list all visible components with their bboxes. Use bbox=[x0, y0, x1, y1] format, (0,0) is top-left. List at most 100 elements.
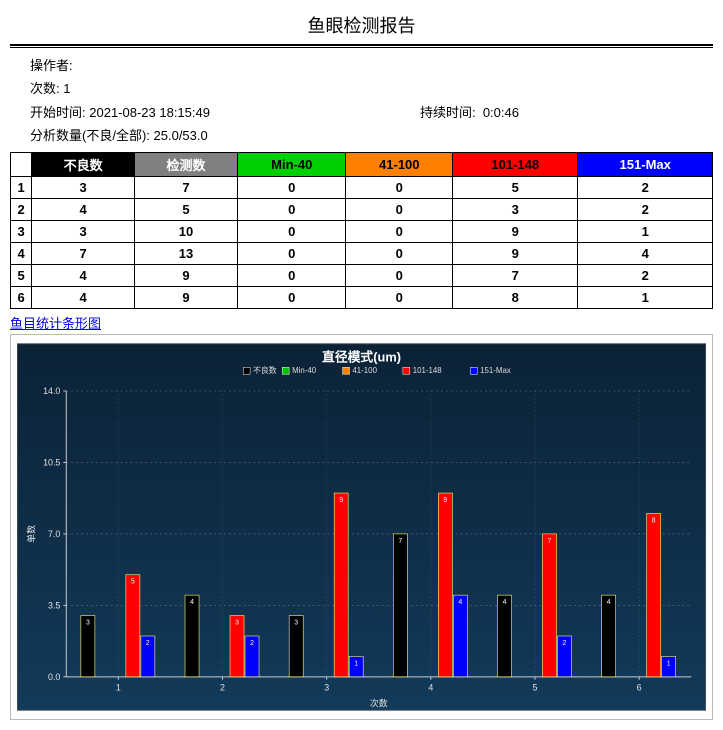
count-value: 1 bbox=[63, 77, 70, 100]
table-header-cell: 41-100 bbox=[346, 152, 453, 176]
qty-value: 25.0/53.0 bbox=[154, 124, 208, 147]
table-cell: 1 bbox=[578, 286, 713, 308]
table-cell: 0 bbox=[237, 176, 345, 198]
table-row: 2450032 bbox=[11, 198, 713, 220]
table-cell: 0 bbox=[346, 242, 453, 264]
table-cell: 0 bbox=[237, 242, 345, 264]
table-cell: 9 bbox=[453, 220, 578, 242]
svg-text:4: 4 bbox=[428, 682, 433, 692]
svg-text:5: 5 bbox=[533, 682, 538, 692]
svg-text:3.5: 3.5 bbox=[48, 600, 60, 610]
svg-text:41-100: 41-100 bbox=[352, 366, 377, 375]
table-cell: 2 bbox=[578, 198, 713, 220]
table-cell: 1 bbox=[578, 220, 713, 242]
table-cell: 8 bbox=[453, 286, 578, 308]
svg-text:5: 5 bbox=[131, 578, 135, 585]
table-cell: 4 bbox=[32, 286, 135, 308]
table-header-row: 不良数检测数Min-4041-100101-148151-Max bbox=[11, 152, 713, 176]
table-cell: 3 bbox=[453, 198, 578, 220]
table-cell: 0 bbox=[346, 198, 453, 220]
table-row: 1370052 bbox=[11, 176, 713, 198]
table-row: 33100091 bbox=[11, 220, 713, 242]
report-title: 鱼眼检测报告 bbox=[10, 8, 713, 42]
table-cell: 5 bbox=[453, 176, 578, 198]
svg-text:不良数: 不良数 bbox=[253, 365, 277, 375]
meta-block: 操作者: 次数: 1 开始时间: 2021-08-23 18:15:49 持续时… bbox=[10, 54, 713, 148]
table-cell: 4 bbox=[32, 198, 135, 220]
start-label: 开始时间: bbox=[30, 101, 86, 124]
svg-text:7: 7 bbox=[398, 537, 402, 544]
svg-text:次数: 次数 bbox=[370, 697, 388, 708]
table-cell: 0 bbox=[237, 220, 345, 242]
chart-container: 直径模式(um) 不良数 Min-40 41-100 101-148 151-Max 0.0… bbox=[10, 334, 713, 720]
svg-text:2: 2 bbox=[563, 639, 567, 646]
svg-text:151-Max: 151-Max bbox=[480, 366, 511, 375]
table-cell: 2 bbox=[578, 264, 713, 286]
svg-text:9: 9 bbox=[339, 496, 343, 503]
chart-link[interactable]: 鱼目统计条形图 bbox=[10, 313, 101, 332]
table-cell: 9 bbox=[135, 286, 238, 308]
table-header-cell: 检测数 bbox=[135, 152, 238, 176]
svg-text:6: 6 bbox=[637, 682, 642, 692]
svg-text:10.5: 10.5 bbox=[43, 457, 60, 467]
bar-chart: 直径模式(um) 不良数 Min-40 41-100 101-148 151-Max 0.0… bbox=[17, 341, 706, 713]
svg-text:2: 2 bbox=[250, 639, 254, 646]
table-cell: 2 bbox=[11, 198, 32, 220]
table-row: 6490081 bbox=[11, 286, 713, 308]
table-cell: 4 bbox=[578, 242, 713, 264]
table-cell: 5 bbox=[135, 198, 238, 220]
table-cell: 3 bbox=[11, 220, 32, 242]
svg-text:1: 1 bbox=[354, 660, 358, 667]
table-header-cell: 101-148 bbox=[453, 152, 578, 176]
table-cell: 7 bbox=[135, 176, 238, 198]
svg-text:2: 2 bbox=[220, 682, 225, 692]
svg-text:3: 3 bbox=[324, 682, 329, 692]
svg-text:4: 4 bbox=[607, 599, 611, 606]
table-cell: 0 bbox=[346, 286, 453, 308]
svg-text:Min-40: Min-40 bbox=[292, 366, 317, 375]
svg-text:8: 8 bbox=[652, 517, 656, 524]
svg-text:0.0: 0.0 bbox=[48, 671, 60, 681]
svg-text:101-148: 101-148 bbox=[413, 366, 443, 375]
title-rule bbox=[10, 44, 713, 48]
table-cell: 6 bbox=[11, 286, 32, 308]
svg-text:3: 3 bbox=[86, 619, 90, 626]
table-header-cell: 151-Max bbox=[578, 152, 713, 176]
table-cell: 9 bbox=[453, 242, 578, 264]
svg-text:7: 7 bbox=[548, 537, 552, 544]
duration-value: 0:0:46 bbox=[483, 105, 519, 120]
table-cell: 4 bbox=[11, 242, 32, 264]
table-cell: 3 bbox=[32, 220, 135, 242]
svg-text:4: 4 bbox=[458, 599, 462, 606]
table-row: 5490072 bbox=[11, 264, 713, 286]
svg-text:4: 4 bbox=[503, 599, 507, 606]
svg-text:14.0: 14.0 bbox=[43, 385, 60, 395]
start-value: 2021-08-23 18:15:49 bbox=[89, 101, 210, 124]
svg-text:1: 1 bbox=[667, 660, 671, 667]
table-cell: 5 bbox=[11, 264, 32, 286]
table-header-cell: 不良数 bbox=[32, 152, 135, 176]
table-cell: 10 bbox=[135, 220, 238, 242]
table-cell: 0 bbox=[237, 264, 345, 286]
table-cell: 0 bbox=[346, 264, 453, 286]
svg-text:直径模式(um): 直径模式(um) bbox=[322, 349, 401, 364]
data-table: 不良数检测数Min-4041-100101-148151-Max 1370052… bbox=[10, 152, 713, 309]
svg-text:1: 1 bbox=[116, 682, 121, 692]
report-page: 鱼眼检测报告 操作者: 次数: 1 开始时间: 2021-08-23 18:15… bbox=[0, 0, 723, 730]
table-cell: 9 bbox=[135, 264, 238, 286]
svg-text:9: 9 bbox=[443, 496, 447, 503]
table-cell: 2 bbox=[578, 176, 713, 198]
qty-label: 分析数量(不良/全部): bbox=[30, 124, 150, 147]
svg-text:3: 3 bbox=[294, 619, 298, 626]
table-cell: 4 bbox=[32, 264, 135, 286]
table-row: 47130094 bbox=[11, 242, 713, 264]
table-header-cell bbox=[11, 152, 32, 176]
svg-text:2: 2 bbox=[146, 639, 150, 646]
svg-text:单数: 单数 bbox=[26, 524, 37, 542]
table-cell: 0 bbox=[346, 176, 453, 198]
table-cell: 13 bbox=[135, 242, 238, 264]
svg-text:3: 3 bbox=[235, 619, 239, 626]
table-cell: 7 bbox=[32, 242, 135, 264]
table-header-cell: Min-40 bbox=[237, 152, 345, 176]
table-body: 1370052245003233100091471300945490072649… bbox=[11, 176, 713, 308]
